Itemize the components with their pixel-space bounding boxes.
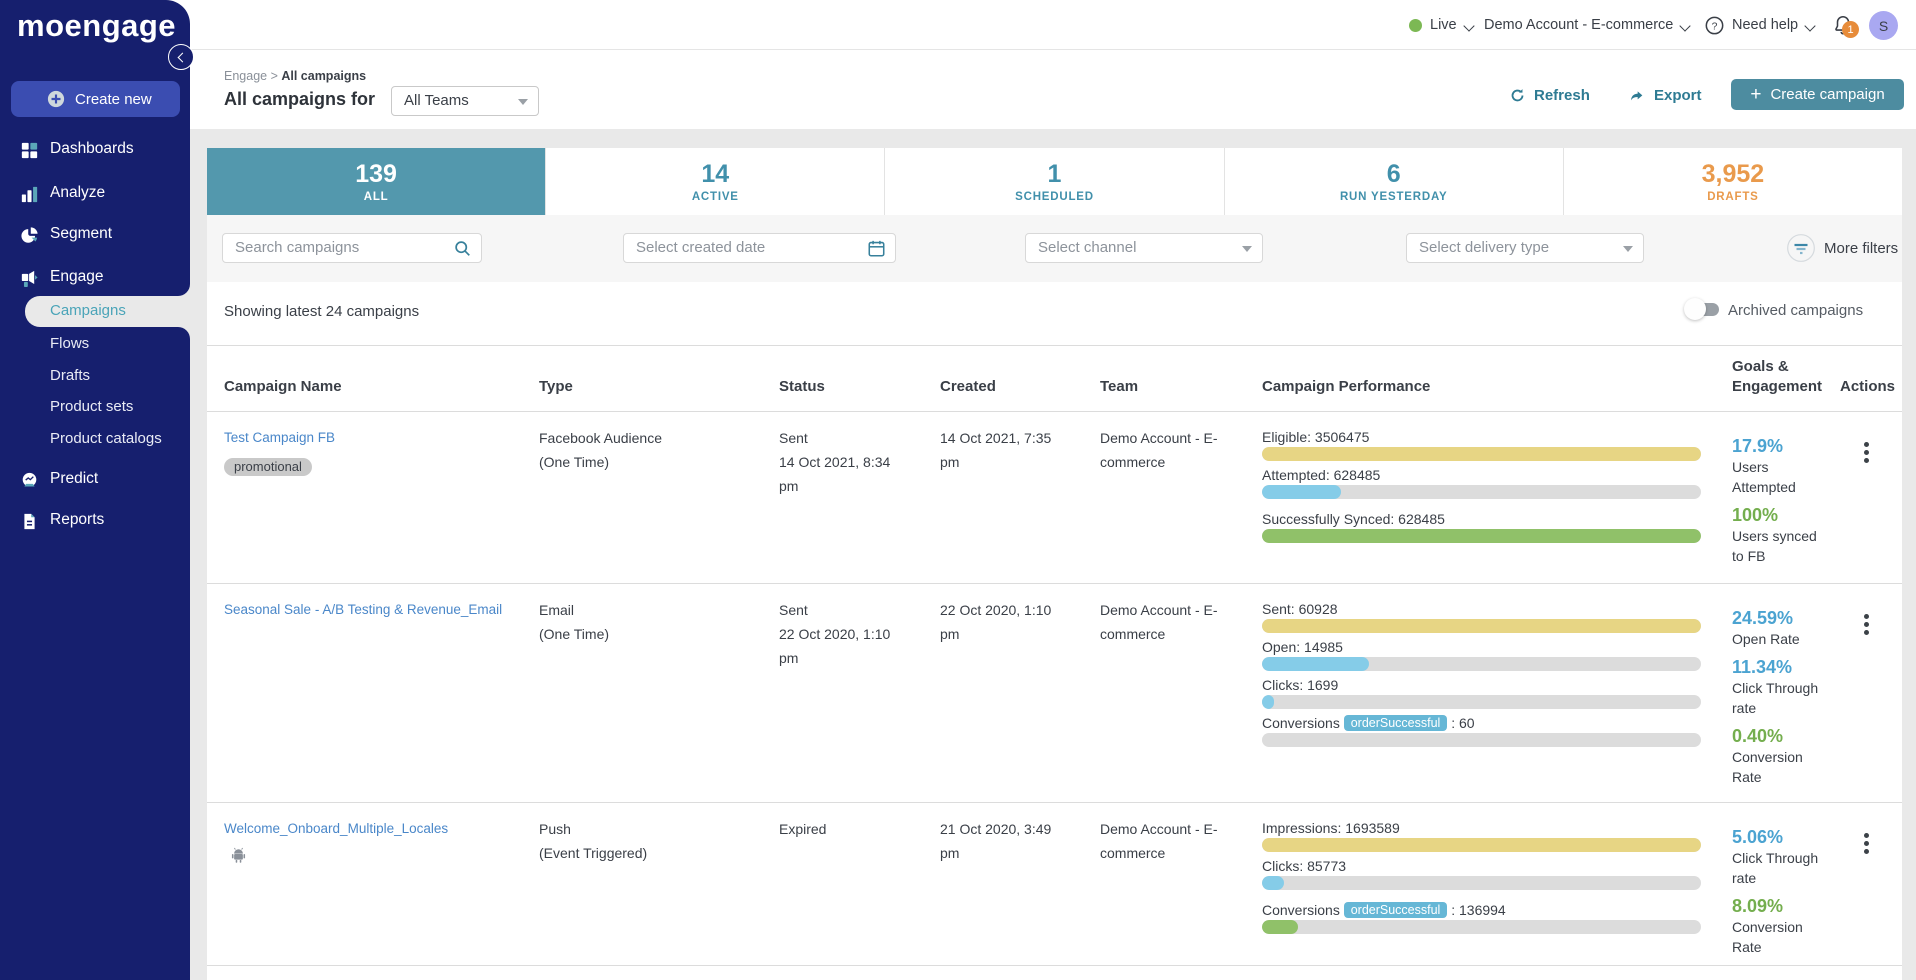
svg-text:?: ? — [1712, 21, 1718, 32]
